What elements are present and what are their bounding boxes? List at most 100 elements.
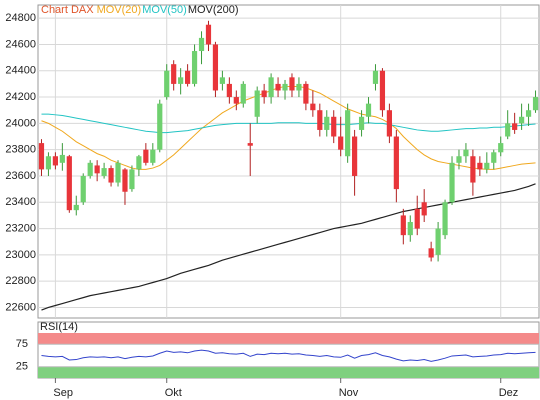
y-tick-label: 24200 (5, 91, 36, 103)
x-tick-label: Okt (165, 387, 182, 399)
candle-body (226, 83, 232, 98)
x-tick-label: Nov (339, 387, 359, 399)
candle-body (428, 248, 434, 258)
candle-body (532, 97, 539, 111)
y-tick-label: 24600 (5, 38, 36, 50)
candle-body (164, 70, 170, 98)
candle-body (525, 110, 532, 117)
candle-body (338, 136, 344, 150)
candle-body (442, 202, 448, 236)
candle-body (289, 77, 295, 91)
candle-body (73, 204, 79, 211)
legend-entry: Chart DAX (41, 4, 94, 16)
candle-body (352, 136, 358, 176)
candle-body (87, 162, 93, 176)
candle-body (317, 110, 323, 130)
candle-body (407, 221, 413, 236)
candle-body (122, 169, 128, 192)
candle-body (108, 168, 114, 183)
plot-frame (37, 4, 540, 319)
candle-body (94, 165, 100, 174)
candle-body (498, 143, 504, 153)
candle-body (247, 143, 253, 146)
y-tick-label: 23200 (5, 222, 36, 234)
y-tick-label: 23600 (5, 170, 36, 182)
candle-body (171, 64, 177, 84)
candle-body (303, 83, 309, 104)
candle-body (310, 103, 316, 111)
legend-entry: MOV(50) (142, 4, 187, 16)
candle-body (52, 156, 58, 166)
candle-body (386, 110, 392, 137)
candle-body (470, 156, 476, 183)
candle-body (115, 162, 121, 183)
candle-body (150, 149, 156, 163)
candle-body (254, 90, 260, 117)
candle-body (331, 116, 337, 137)
rsi-title: RSI(14) (40, 321, 78, 333)
candle-body (324, 116, 330, 130)
candle-body (66, 156, 72, 211)
candle-body (240, 83, 246, 104)
candle-body (101, 168, 107, 176)
y-tick-label: 22800 (5, 275, 36, 287)
candle-body (275, 83, 281, 91)
y-tick-label: 24800 (5, 12, 36, 24)
candle-body (393, 136, 399, 190)
candle-body (261, 90, 267, 98)
y-tick-label: 24400 (5, 65, 36, 77)
candle-body (233, 97, 239, 104)
rsi-band (38, 366, 539, 378)
x-tick-label: Sep (53, 387, 73, 399)
candle-body (212, 44, 219, 91)
legend-entry: MOV(200) (188, 4, 239, 16)
candle-body (129, 169, 135, 190)
candle-body (157, 103, 163, 150)
candle-body (185, 70, 191, 84)
candle-body (421, 202, 427, 216)
candle-body (456, 156, 462, 163)
rsi-line (41, 349, 536, 362)
candle-body (358, 116, 365, 130)
y-tick-label: 75 (16, 338, 28, 350)
candle-body (463, 149, 469, 157)
candle-body (449, 162, 455, 203)
y-tick-label: 24000 (5, 117, 36, 129)
candle-body (38, 143, 45, 170)
candle-body (512, 123, 518, 130)
candle-body (519, 116, 525, 124)
candle-body (414, 208, 420, 229)
rsi-band (38, 333, 539, 345)
candle-body (345, 110, 351, 157)
y-tick-label: 23800 (5, 144, 36, 156)
candle-body (400, 215, 406, 236)
candle-body (477, 162, 483, 170)
candle-body (282, 83, 288, 91)
candle-body (484, 162, 490, 170)
candle-body (205, 24, 212, 45)
moving-average (41, 113, 536, 134)
candle-body (198, 37, 205, 52)
candle-body (379, 70, 386, 111)
y-tick-label: 23400 (5, 196, 36, 208)
candle-body (136, 156, 142, 170)
candle-body (435, 228, 441, 255)
candle-body (296, 83, 302, 91)
legend-entry: MOV(20) (97, 4, 142, 16)
candle-body (143, 149, 149, 163)
candle-body (505, 123, 511, 137)
candle-body (491, 152, 497, 163)
y-tick-label: 25 (16, 361, 28, 373)
candle-body (268, 77, 274, 98)
candle-body (45, 156, 52, 170)
candle-body (59, 154, 65, 163)
candle-body (178, 77, 184, 84)
candle-body (80, 175, 86, 203)
candle-body (372, 70, 379, 84)
candle-body (191, 51, 198, 84)
y-tick-label: 23000 (5, 249, 36, 261)
x-tick-label: Dez (499, 387, 519, 399)
y-tick-label: 22600 (5, 301, 36, 313)
candle-body (219, 77, 225, 84)
